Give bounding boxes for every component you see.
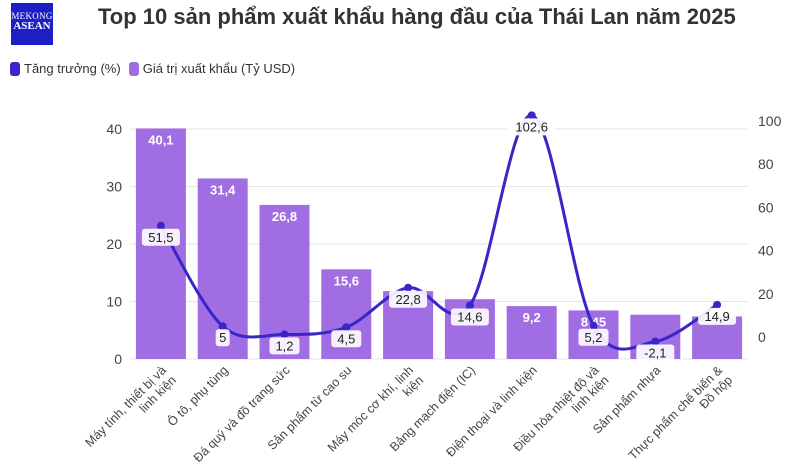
left-tick-label: 30 <box>106 179 122 195</box>
growth-point <box>218 322 227 331</box>
growth-data-label: 4,5 <box>337 331 355 346</box>
growth-point <box>589 321 598 330</box>
growth-label-bg <box>508 118 555 136</box>
growth-point <box>465 301 474 310</box>
growth-point <box>404 283 413 292</box>
bar-data-label: 31,4 <box>210 182 236 197</box>
left-tick-label: 40 <box>106 121 122 137</box>
growth-point <box>651 337 660 346</box>
legend-item-value[interactable]: Giá trị xuất khẩu (Tỷ USD) <box>128 61 296 76</box>
growth-data-label: -2,1 <box>644 346 666 361</box>
growth-point <box>280 330 289 339</box>
legend-label: Tăng trưởng (%) <box>24 61 121 76</box>
right-tick-label: 0 <box>758 329 766 345</box>
growth-data-label: 102,6 <box>515 119 548 134</box>
growth-label-bg <box>636 344 675 362</box>
left-tick-label: 10 <box>106 294 122 310</box>
growth-data-label: 22,8 <box>395 292 420 307</box>
right-tick-label: 80 <box>758 156 774 172</box>
category-label: Ô tô, phụ tùng <box>164 362 231 429</box>
growth-data-label: 5 <box>219 330 226 345</box>
bar-data-label: 15,6 <box>334 273 359 288</box>
bar-data-label: 9,2 <box>523 310 541 325</box>
right-tick-label: 100 <box>758 113 782 129</box>
category-label-line: Máy tính, thiết bị và <box>82 363 169 450</box>
growth-point <box>527 111 536 120</box>
logo-text-line: MEKONG <box>11 11 53 21</box>
growth-point <box>342 323 351 332</box>
growth-label-bg <box>215 329 230 347</box>
chart-title: Top 10 sản phẩm xuất khẩu hàng đầu của T… <box>98 4 736 29</box>
logo-text-line: ASEAN <box>13 20 51 32</box>
mekong-asean-logo: MEKONG ASEAN <box>11 3 53 45</box>
bar <box>506 306 557 359</box>
growth-label-bg <box>389 290 428 308</box>
right-tick-label: 60 <box>758 199 774 215</box>
legend-swatch <box>10 61 20 76</box>
growth-label-bg <box>331 330 362 348</box>
right-tick-label: 40 <box>758 243 774 259</box>
growth-point <box>713 300 722 309</box>
category-label: Máy tính, thiết bị vàlinh kiện <box>82 363 178 459</box>
growth-label-bg <box>578 328 609 346</box>
growth-data-label: 51,5 <box>148 230 173 245</box>
growth-data-label: 14,9 <box>704 309 729 324</box>
growth-label-bg <box>141 228 180 246</box>
legend-item-growth[interactable]: Tăng trưởng (%) <box>10 61 121 76</box>
left-tick-label: 20 <box>106 236 122 252</box>
legend-label: Giá trị xuất khẩu (Tỷ USD) <box>142 61 296 76</box>
growth-label-bg <box>269 337 300 355</box>
growth-data-label: 5,2 <box>584 330 602 345</box>
bar-data-label: 40,1 <box>148 132 173 147</box>
category-label-line: Ô tô, phụ tùng <box>164 362 231 429</box>
growth-data-label: 14,6 <box>457 309 482 324</box>
bar-data-label: 26,8 <box>272 209 297 224</box>
growth-label-bg <box>698 307 737 325</box>
growth-label-bg <box>450 308 489 326</box>
growth-data-label: 1,2 <box>275 338 293 353</box>
growth-point <box>156 221 165 230</box>
right-tick-label: 20 <box>758 286 774 302</box>
legend-swatch <box>128 61 139 76</box>
legend: Tăng trưởng (%) Giá trị xuất khẩu (Tỷ US… <box>10 61 295 76</box>
left-tick-label: 0 <box>114 351 122 367</box>
